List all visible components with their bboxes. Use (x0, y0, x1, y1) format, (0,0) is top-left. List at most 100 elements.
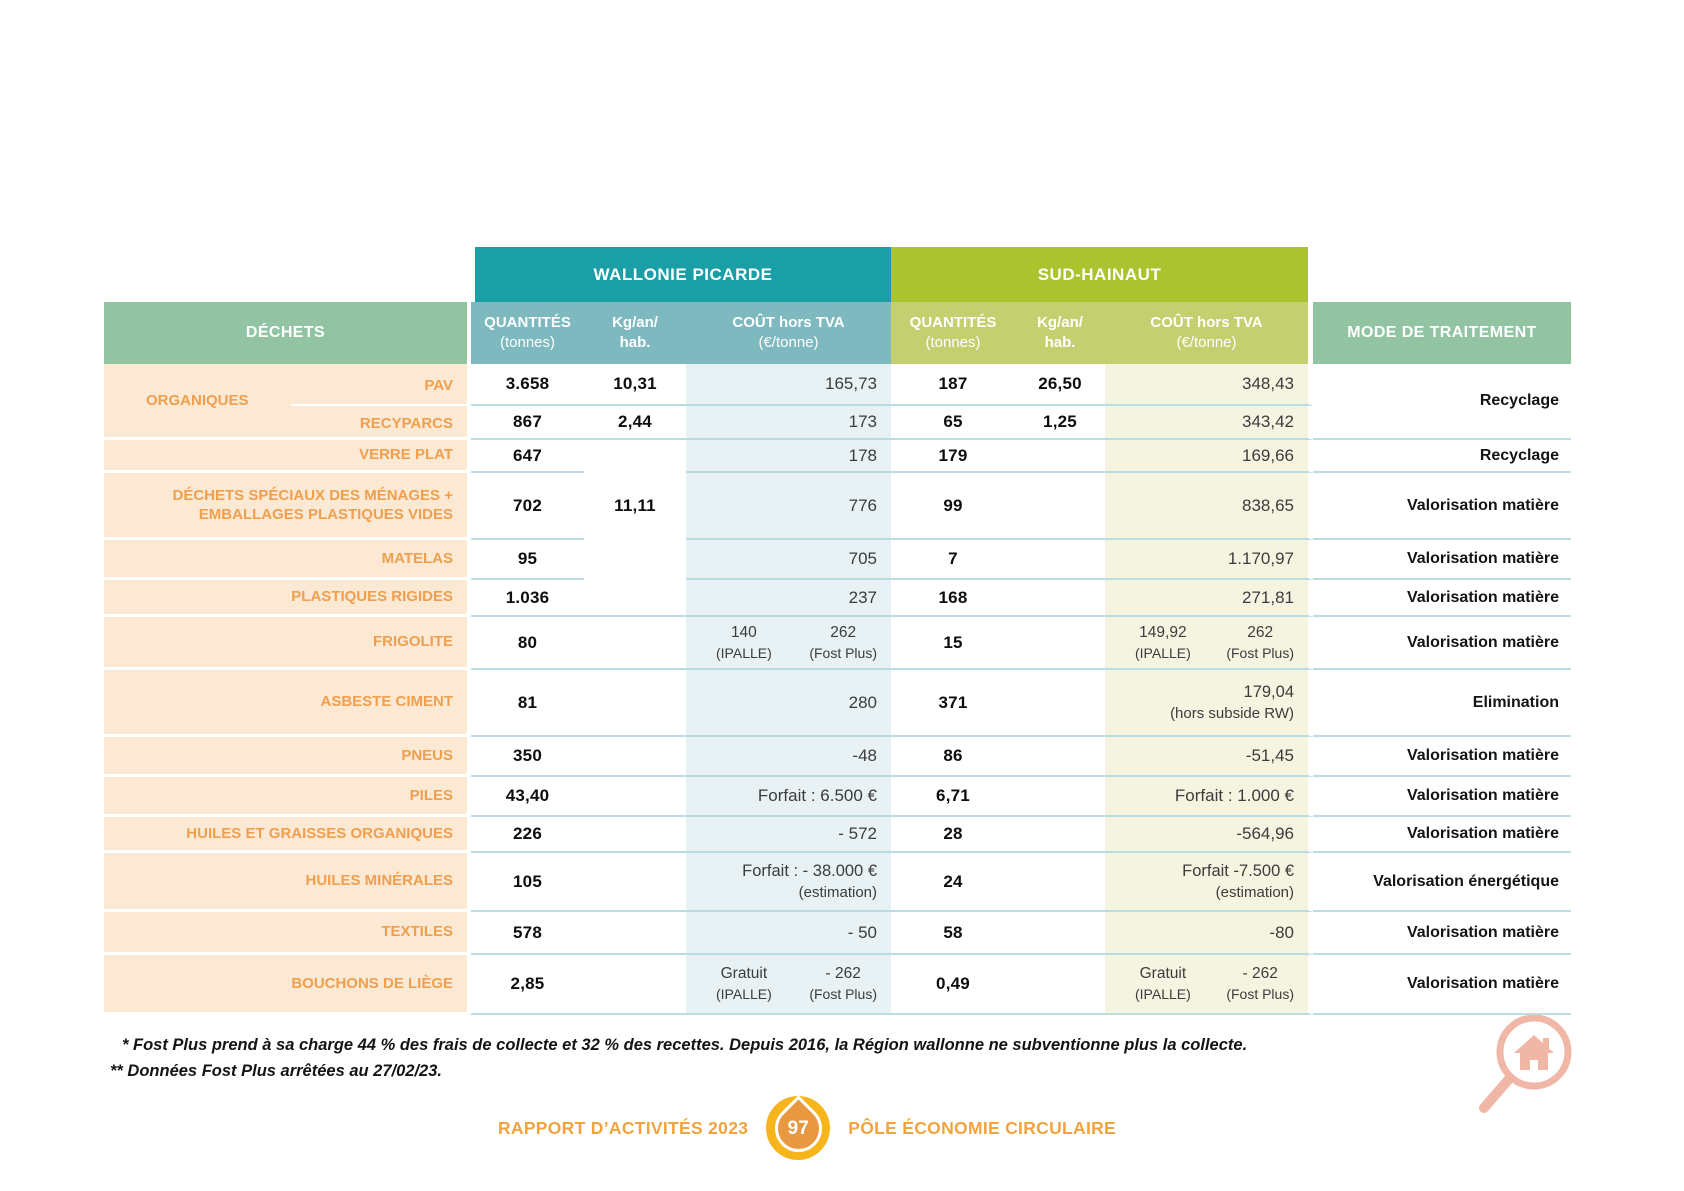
mode-cell: Valorisation matière (1313, 473, 1571, 540)
wp-quantity-cell: 95 (471, 540, 584, 580)
row-label: BOUCHONS DE LIÈGE (104, 955, 471, 1015)
sh-cost-cell: 343,42 (1105, 406, 1313, 440)
column-header-line: Kg/an/ (1037, 314, 1083, 332)
wp-cost-cell: 280 (686, 670, 891, 737)
wp-cost-cell: 140 (IPALLE) 262 (Fost Plus) (686, 617, 891, 670)
column-header-dechets: DÉCHETS (104, 302, 471, 364)
sh-cost-cell: 1.170,97 (1105, 540, 1313, 580)
footer-report-title: RAPPORT D’ACTIVITÉS 2023 (497, 1117, 749, 1138)
sh-cost-cell: 271,81 (1105, 580, 1313, 617)
mode-cell: Valorisation matière (1313, 912, 1571, 955)
sh-kg-cell (1015, 817, 1105, 853)
sh-kg-cell: 26,50 (1015, 364, 1105, 406)
row-label: HUILES MINÉRALES (104, 853, 471, 912)
wp-cost-cell: 165,73 (686, 364, 891, 406)
magnifier-house-icon (1479, 1014, 1572, 1113)
sh-quantity-cell: 65 (891, 406, 1015, 440)
sh-cost-cell: 179,04 (hors subside RW) (1105, 670, 1313, 737)
column-header-wp-kg: Kg/an/ hab. (584, 302, 686, 364)
column-header-line: QUANTITÉS (484, 314, 571, 332)
cost-note: (hors subside RW) (1170, 704, 1294, 722)
row-label: PILES (104, 777, 471, 817)
cost-value: Forfait : - 38.000 € (742, 862, 877, 881)
mode-cell: Valorisation matière (1313, 737, 1571, 777)
cost-source: (IPALLE) (716, 644, 772, 661)
cost-value: Gratuit (1139, 965, 1187, 983)
page-footer: RAPPORT D’ACTIVITÉS 2023 97 PÔLE ÉCONOMI… (0, 1094, 1614, 1162)
wp-cost-cell: - 572 (686, 817, 891, 853)
wp-cost-cell: 705 (686, 540, 891, 580)
sh-quantity-cell: 179 (891, 440, 1015, 473)
sh-kg-cell (1015, 473, 1105, 540)
footer-unit-title: PÔLE ÉCONOMIE CIRCULAIRE (848, 1117, 1117, 1138)
cost-source: (Fost Plus) (1226, 986, 1294, 1003)
row-label: MATELAS (104, 540, 471, 580)
header-spacer-left (104, 247, 471, 302)
cost-fost-plus: - 262 (Fost Plus) (1226, 964, 1294, 1004)
sh-cost-cell: -564,96 (1105, 817, 1313, 853)
sh-quantity-cell: 99 (891, 473, 1015, 540)
column-header-wp-quantites: QUANTITÉS (tonnes) (471, 302, 584, 364)
mode-cell: Valorisation matière (1313, 955, 1571, 1015)
wp-quantity-cell: 105 (471, 853, 584, 912)
cost-ipalle: 140 (IPALLE) (716, 623, 772, 663)
sh-kg-cell (1015, 955, 1105, 1015)
sh-quantity-cell: 6,71 (891, 777, 1015, 817)
footnote-2: ** Données Fost Plus arrêtées au 27/02/2… (110, 1062, 442, 1080)
mode-cell: Valorisation matière (1313, 617, 1571, 670)
sh-quantity-cell: 15 (891, 617, 1015, 670)
cost-value: - 262 (1242, 965, 1278, 983)
wp-quantity-cell: 1.036 (471, 580, 584, 617)
header-spacer-right (1313, 247, 1571, 302)
column-header-sh-kg: Kg/an/ hab. (1015, 302, 1105, 364)
row-label: FRIGOLITE (104, 617, 471, 670)
wp-cost-cell: 776 (686, 473, 891, 540)
mode-cell: Valorisation énergétique (1313, 853, 1571, 912)
wp-quantity-cell: 43,40 (471, 777, 584, 817)
sh-kg-cell (1015, 853, 1105, 912)
row-label: PNEUS (104, 737, 471, 777)
sh-quantity-cell: 7 (891, 540, 1015, 580)
cost-note: (estimation) (798, 883, 877, 901)
cost-fost-plus: 262 (Fost Plus) (809, 623, 877, 663)
sh-quantity-cell: 187 (891, 364, 1015, 406)
cost-value: 262 (1247, 623, 1274, 641)
cost-value: 149,92 (1139, 623, 1187, 641)
column-header-line: (tonnes) (925, 334, 981, 351)
wp-kg-cell (584, 737, 686, 777)
sh-quantity-cell: 28 (891, 817, 1015, 853)
wp-kg-cell: 2,44 (584, 406, 686, 440)
sh-cost-cell: Forfait -7.500 € (estimation) (1105, 853, 1313, 912)
row-label: VERRE PLAT (104, 440, 471, 473)
wp-quantity-cell: 647 (471, 440, 584, 473)
row-label: PLASTIQUES RIGIDES (104, 580, 471, 617)
row-label: HUILES ET GRAISSES ORGANIQUES (104, 817, 471, 853)
cost-value: 140 (730, 623, 757, 641)
page-number: 97 (787, 1116, 809, 1138)
organiques-group-label: ORGANIQUES (146, 392, 249, 409)
page-number-badge: 97 (765, 1094, 832, 1162)
wp-kg-cell (584, 853, 686, 912)
sh-cost-cell: 149,92 (IPALLE) 262 (Fost Plus) (1105, 617, 1313, 670)
wp-quantity-cell: 578 (471, 912, 584, 955)
sh-quantity-cell: 371 (891, 670, 1015, 737)
region-header-sud-hainaut: SUD-HAINAUT (891, 247, 1313, 302)
wp-quantity-cell: 702 (471, 473, 584, 540)
wp-kg-merged-cell: 11,11 (584, 440, 686, 617)
column-header-sh-cout: COÛT hors TVA (€/tonne) (1105, 302, 1313, 364)
mode-cell: Valorisation matière (1313, 580, 1571, 617)
sh-kg-cell: 1,25 (1015, 406, 1105, 440)
wp-kg-value: 11,11 (614, 495, 656, 515)
row-label: TEXTILES (104, 912, 471, 955)
wp-quantity-cell: 81 (471, 670, 584, 737)
cost-ipalle: Gratuit (IPALLE) (716, 964, 772, 1004)
drop-icon: 97 (765, 1094, 832, 1162)
sh-kg-cell (1015, 737, 1105, 777)
column-header-line: hab. (1044, 334, 1076, 351)
column-header-line: (€/tonne) (758, 334, 819, 351)
cost-value: Forfait -7.500 € (1182, 862, 1294, 881)
cost-note: (estimation) (1215, 883, 1294, 901)
column-header-line: hab. (619, 334, 651, 351)
column-header-line: COÛT hors TVA (1150, 314, 1263, 332)
